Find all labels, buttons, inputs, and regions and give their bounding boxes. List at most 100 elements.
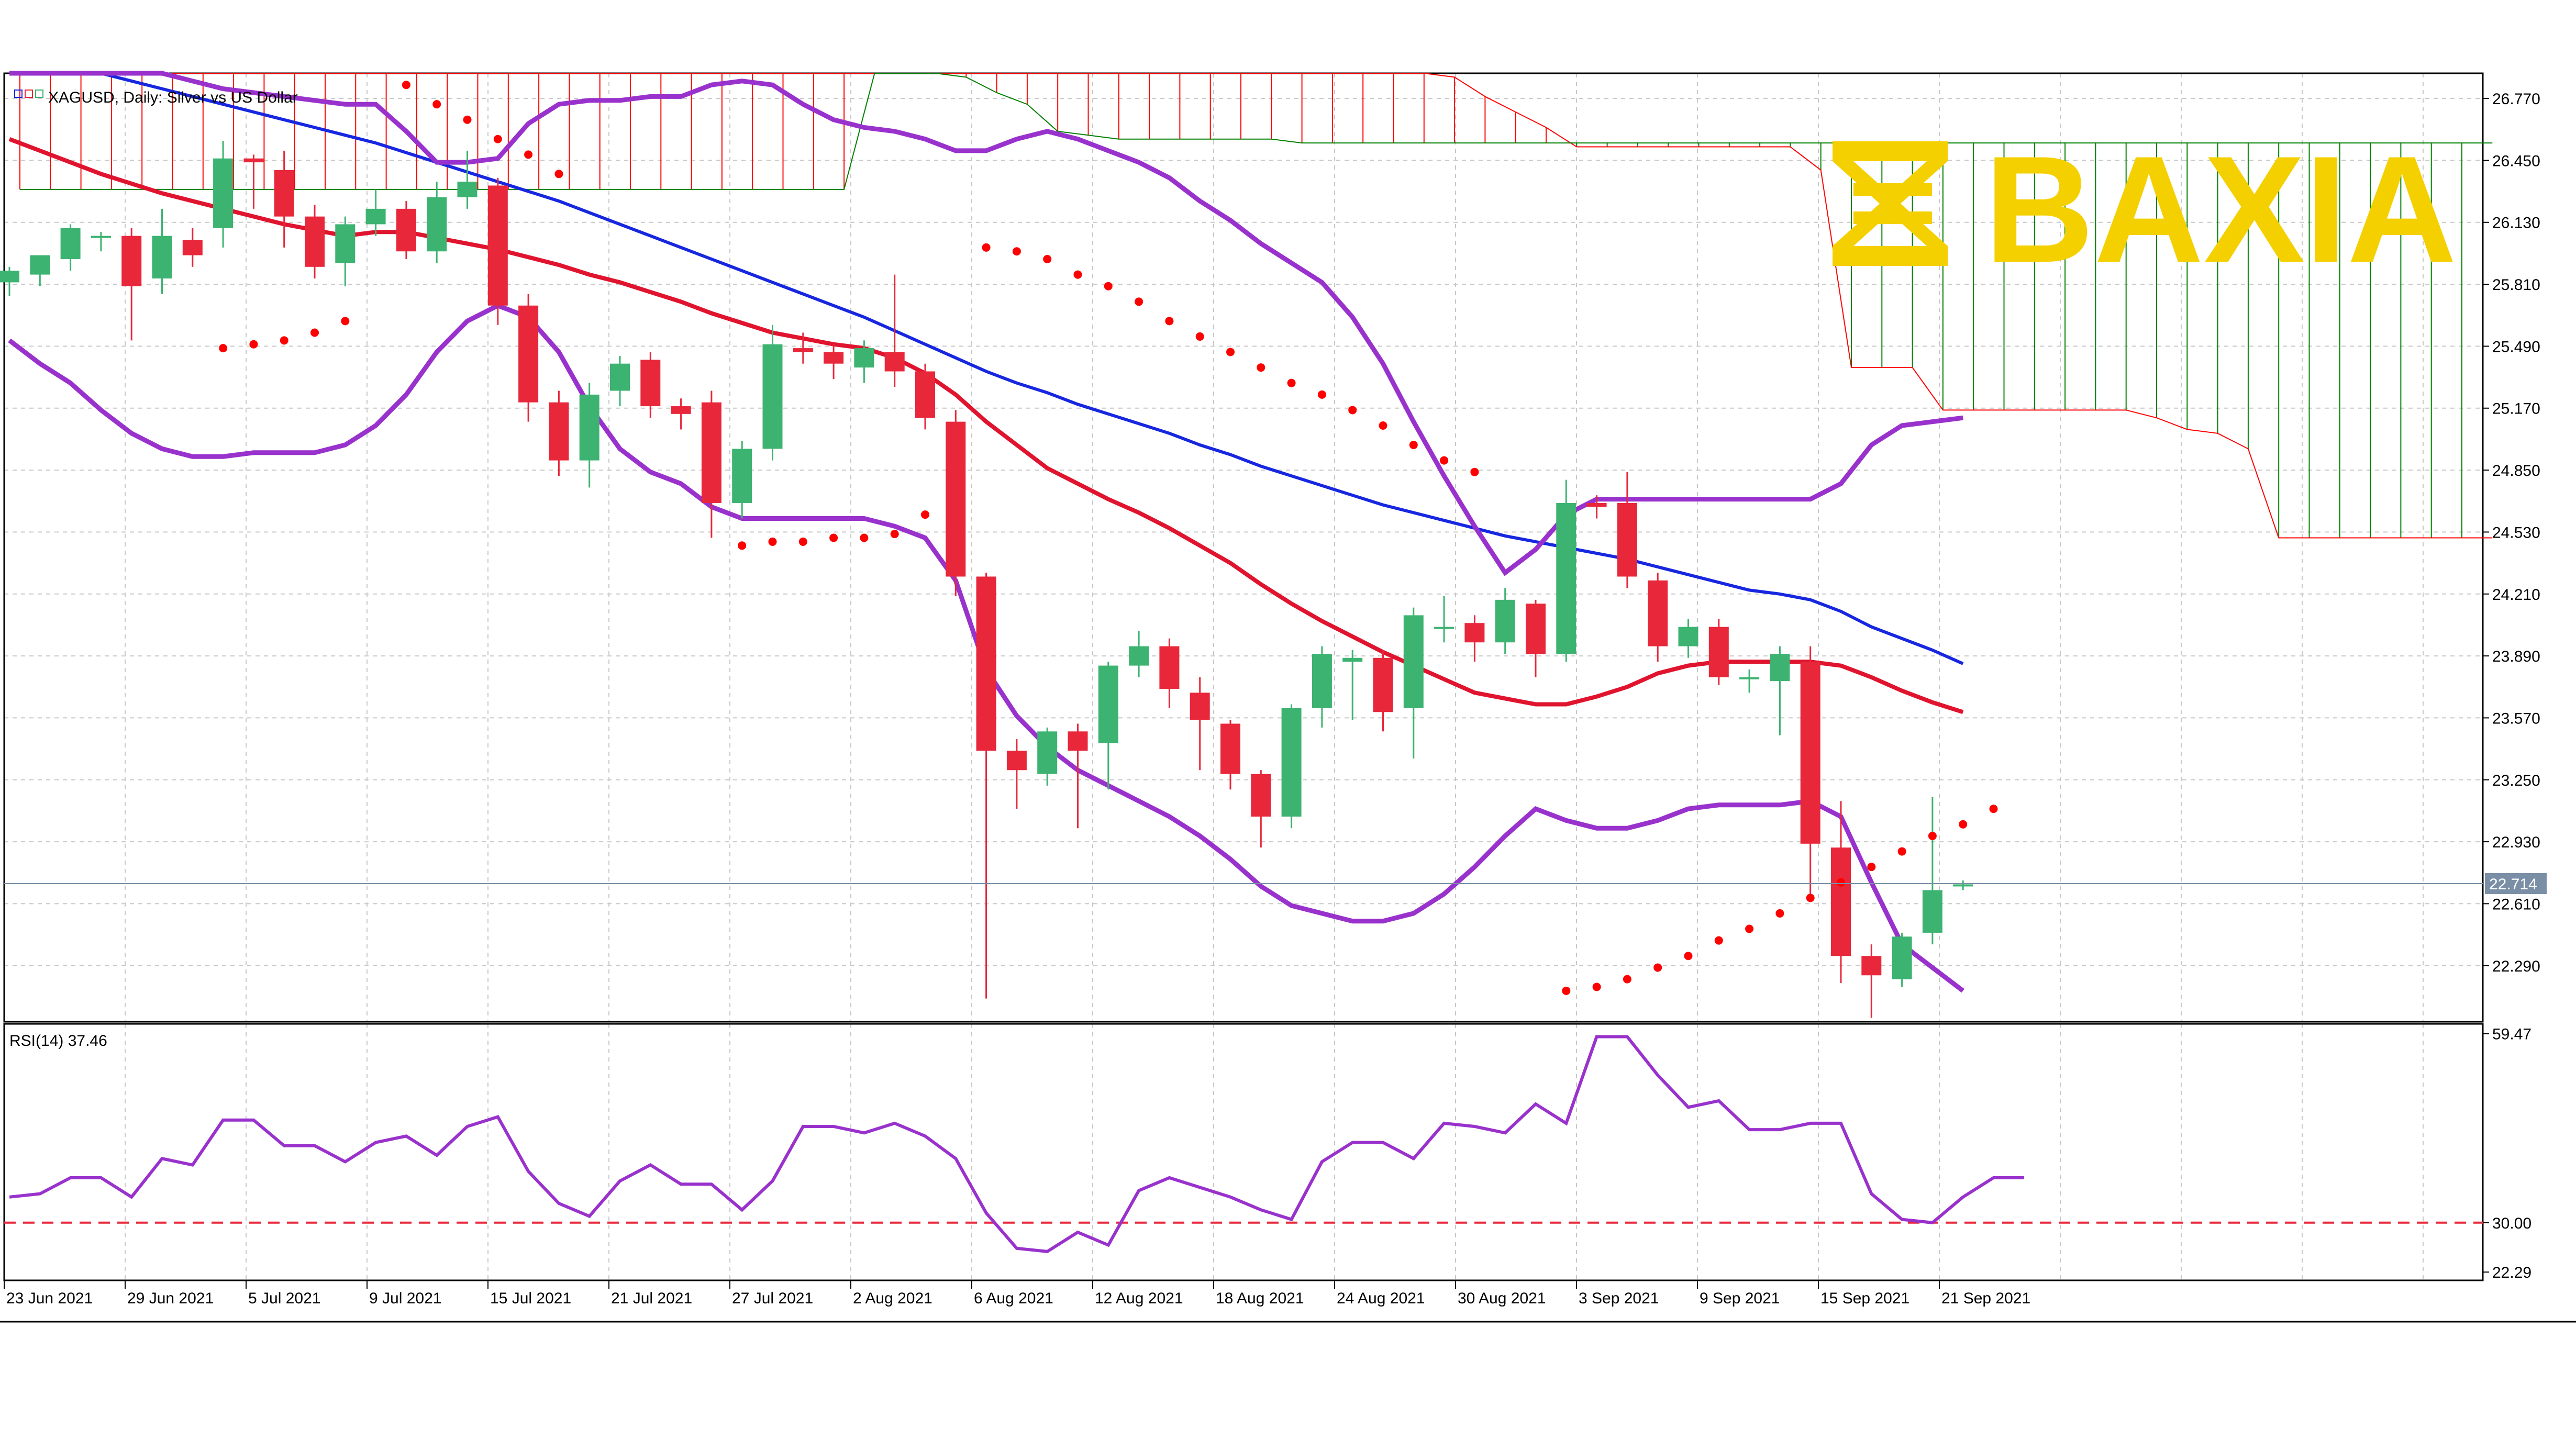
parabolic-sar	[219, 81, 1998, 995]
sar-dot	[890, 530, 899, 539]
candle-bull	[91, 236, 111, 238]
sar-dot	[1257, 363, 1265, 372]
sar-dot	[1165, 317, 1174, 326]
sar-dot	[249, 340, 258, 349]
date-tick-label: 5 Jul 2021	[248, 1290, 320, 1307]
sar-dot	[982, 243, 991, 252]
cloud-top-line	[20, 73, 2493, 539]
logo-text: BAXIA	[1984, 125, 2457, 294]
price-tick-label: 22.610	[2492, 896, 2540, 913]
moving-average-red	[8, 137, 1964, 715]
date-tick-label: 29 Jun 2021	[127, 1290, 214, 1307]
candle-bear	[671, 406, 691, 414]
candle-bear	[487, 185, 508, 306]
current-price-line: 22.714	[4, 873, 2547, 894]
price-axis: 26.770 26.450 26.130 25.810 25.490 25.170 24.8…	[2483, 91, 2540, 975]
candle-bear	[1159, 646, 1180, 689]
current-price-label: 22.714	[2489, 876, 2537, 893]
sar-dot	[921, 510, 929, 519]
candle-bear	[1251, 774, 1271, 817]
sar-dot	[1195, 332, 1204, 341]
candle-bear	[701, 402, 721, 503]
candle-bear	[518, 305, 539, 403]
rsi-tick-label: 30.00	[2492, 1215, 2531, 1232]
price-tick-label: 24.530	[2492, 524, 2540, 541]
current-price-tag	[2485, 873, 2547, 894]
candle-bear	[1006, 751, 1027, 771]
price-tick-label: 22.930	[2492, 834, 2540, 851]
moving-average-blue	[9, 72, 1964, 665]
sar-dot	[1928, 831, 1937, 840]
candle-bull	[610, 363, 630, 391]
candle-bear	[1464, 623, 1485, 643]
sar-dot	[1959, 820, 1968, 829]
rsi-axis: 59.47 30.00 22.29	[2483, 1026, 2531, 1281]
candle-bull	[1342, 657, 1363, 662]
sar-dot	[1104, 282, 1113, 291]
sar-dot	[280, 336, 288, 345]
sar-dot	[493, 135, 502, 143]
candle-bull	[30, 255, 50, 275]
candle-bear	[946, 421, 966, 577]
candle-bull	[1098, 665, 1118, 743]
sar-dot	[860, 533, 869, 542]
candle-bull	[1037, 731, 1058, 774]
date-tick-label: 21 Jul 2021	[611, 1290, 692, 1307]
candle-bear	[1190, 693, 1210, 720]
candle-bear	[1648, 580, 1668, 646]
sar-dot	[524, 150, 533, 159]
sar-dot	[1287, 378, 1296, 387]
candle-bear	[549, 402, 569, 461]
candle-bear	[396, 208, 416, 252]
candle-bull	[762, 344, 783, 449]
candle-bull	[1739, 677, 1760, 679]
date-tick-label: 6 Aug 2021	[974, 1290, 1053, 1307]
candle-bear	[884, 352, 905, 372]
candle-bear	[824, 352, 844, 364]
candle-bull	[1770, 654, 1790, 682]
candle-bull	[732, 449, 752, 503]
price-tick-label: 25.490	[2492, 338, 2540, 355]
date-tick-label: 15 Jul 2021	[490, 1290, 571, 1307]
date-tick-label: 9 Sep 2021	[1700, 1290, 1780, 1307]
date-tick-label: 2 Aug 2021	[853, 1290, 932, 1307]
chart-mode-icon	[35, 90, 43, 98]
sar-dot	[1867, 863, 1876, 872]
candle-bull	[579, 394, 599, 461]
candle-bear	[243, 158, 264, 163]
candle-bear	[1220, 723, 1240, 774]
candle-bull	[152, 236, 172, 278]
candle-bull	[1892, 936, 1912, 979]
candle-bear	[121, 236, 142, 286]
baxia-logo: BAXIA	[1833, 125, 2457, 294]
rsi-title: RSI(14) 37.46	[9, 1032, 107, 1050]
sar-dot	[554, 170, 563, 178]
sar-dot	[1684, 952, 1693, 961]
chart-mode-icon	[14, 90, 23, 98]
rsi-line	[4, 1035, 2483, 1253]
rsi-tick-label: 59.47	[2492, 1026, 2531, 1043]
sar-dot	[1470, 467, 1479, 476]
sar-dot	[1012, 247, 1021, 256]
date-tick-label: 9 Jul 2021	[369, 1290, 441, 1307]
candle-bull	[1953, 884, 1973, 887]
candle-bull	[457, 182, 478, 197]
candle-bear	[1068, 731, 1088, 751]
sar-dot	[1073, 270, 1082, 279]
date-tick-label: 18 Aug 2021	[1216, 1290, 1304, 1307]
price-tick-label: 26.770	[2492, 91, 2540, 108]
sar-dot	[1653, 963, 1662, 972]
sar-dot	[219, 344, 228, 353]
price-tick-label: 23.570	[2492, 710, 2540, 727]
sar-dot	[798, 537, 807, 546]
candle-bull	[1434, 627, 1454, 629]
candlesticks	[0, 141, 1973, 1018]
price-tick-label: 25.810	[2492, 276, 2540, 294]
sar-dot	[1043, 255, 1052, 264]
sar-dot	[768, 537, 777, 546]
candle-bull	[365, 208, 386, 225]
date-tick-label: 27 Jul 2021	[732, 1290, 813, 1307]
candle-bear	[915, 371, 935, 418]
main-grid	[4, 73, 2483, 1022]
sar-dot	[829, 533, 838, 542]
